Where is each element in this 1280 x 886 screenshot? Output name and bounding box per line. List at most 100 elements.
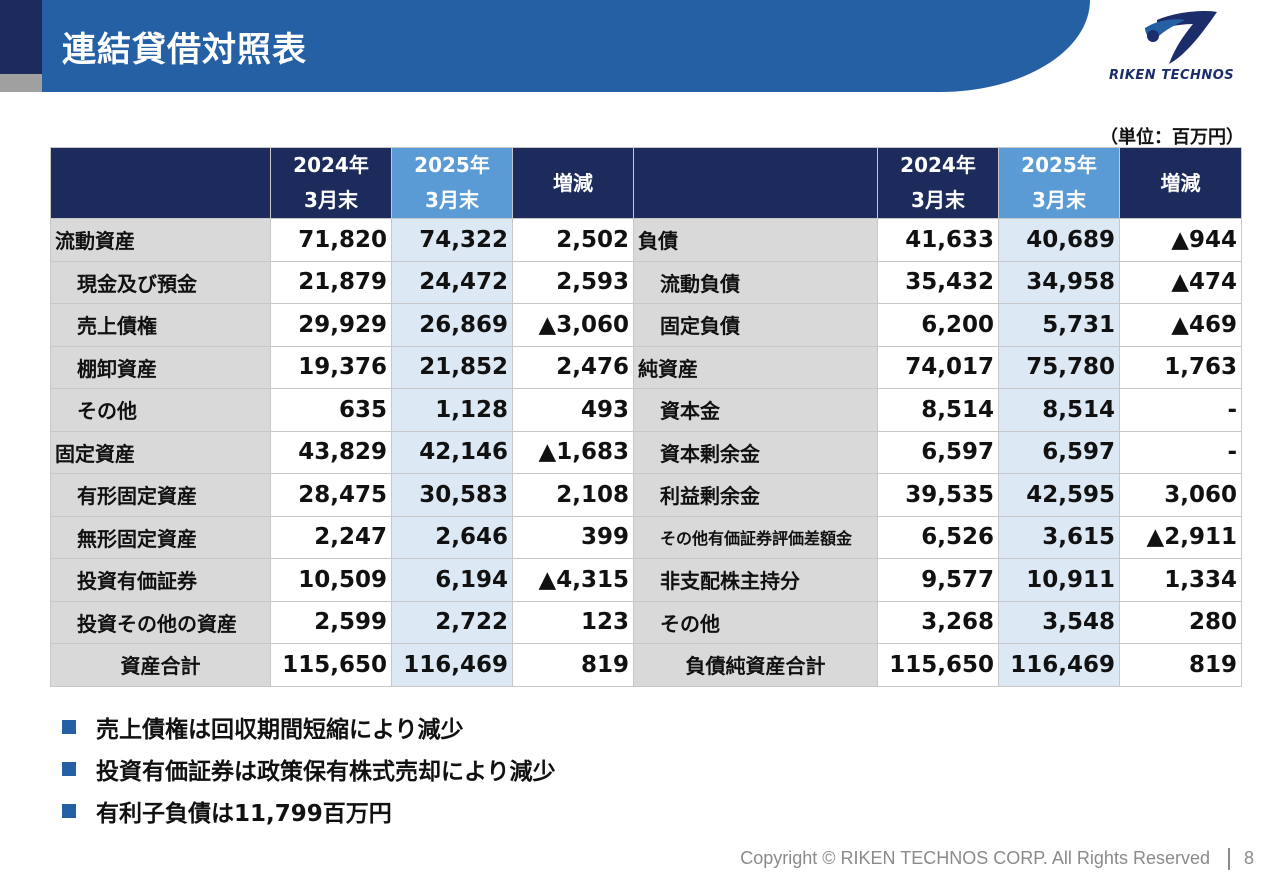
row-label: 投資有価証券 xyxy=(50,558,271,602)
row-label: 投資その他の資産 xyxy=(50,600,271,644)
cell-value: 30,583 xyxy=(391,473,513,517)
cell-value: 24,472 xyxy=(391,260,513,304)
table-row: 固定資産 43,829 42,146 ▲1,683 資本剰余金 6,597 6,… xyxy=(50,430,1242,474)
row-label: その他有価証券評価差額金 xyxy=(633,515,878,559)
cell-value: 2,599 xyxy=(270,600,392,644)
cell-change: ▲469 xyxy=(1119,303,1242,347)
cell-value: 74,017 xyxy=(877,345,999,389)
row-label: 資本剰余金 xyxy=(633,430,878,474)
header-gray-bar xyxy=(0,74,42,92)
row-label: 利益剰余金 xyxy=(633,473,878,517)
square-bullet-icon xyxy=(62,720,76,734)
cell-value: 42,595 xyxy=(998,473,1120,517)
cell-change: 123 xyxy=(512,600,634,644)
row-label: 現金及び預金 xyxy=(50,260,271,304)
row-label: 売上債権 xyxy=(50,303,271,347)
square-bullet-icon xyxy=(62,762,76,776)
cell-value: 26,869 xyxy=(391,303,513,347)
cell-value: 9,577 xyxy=(877,558,999,602)
bullet-item: 投資有価証券は政策保有株式売却により減少 xyxy=(62,748,556,790)
row-label: 非支配株主持分 xyxy=(633,558,878,602)
row-label: 資本金 xyxy=(633,388,878,432)
cell-value: 39,535 xyxy=(877,473,999,517)
header-banner xyxy=(42,0,1090,92)
cell-value: 40,689 xyxy=(998,218,1120,262)
cell-value: 6,597 xyxy=(998,430,1120,474)
cell-value: 116,469 xyxy=(998,643,1120,687)
table-row: 売上債権 29,929 26,869 ▲3,060 固定負債 6,200 5,7… xyxy=(50,303,1242,347)
header-blank-right xyxy=(633,147,878,219)
cell-change: 2,108 xyxy=(512,473,634,517)
cell-value: 43,829 xyxy=(270,430,392,474)
row-label: 負債 xyxy=(633,218,878,262)
cell-value: 8,514 xyxy=(998,388,1120,432)
cell-value: 115,650 xyxy=(270,643,392,687)
cell-change: - xyxy=(1119,430,1242,474)
table-row: 投資有価証券 10,509 6,194 ▲4,315 非支配株主持分 9,577… xyxy=(50,558,1242,602)
footer-divider xyxy=(1227,848,1230,871)
cell-change: - xyxy=(1119,388,1242,432)
cell-value: 75,780 xyxy=(998,345,1120,389)
cell-value: 35,432 xyxy=(877,260,999,304)
balance-sheet-table: 2024年 3月末 2025年 3月末 増減 2024年 3月末 2025年 3月末 増… xyxy=(50,147,1242,687)
cell-value: 6,597 xyxy=(877,430,999,474)
cell-value: 115,650 xyxy=(877,643,999,687)
cell-change: ▲1,683 xyxy=(512,430,634,474)
unit-label: （単位：百万円） xyxy=(1100,127,1244,148)
cell-value: 116,469 xyxy=(391,643,513,687)
cell-change: 2,476 xyxy=(512,345,634,389)
square-bullet-icon xyxy=(62,804,76,818)
table-row: 有形固定資産 28,475 30,583 2,108 利益剰余金 39,535 … xyxy=(50,473,1242,517)
cell-change: ▲3,060 xyxy=(512,303,634,347)
cell-value: 2,646 xyxy=(391,515,513,559)
row-label: 無形固定資産 xyxy=(50,515,271,559)
cell-value: 10,509 xyxy=(270,558,392,602)
table-row: 流動資産 71,820 74,322 2,502 負債 41,633 40,68… xyxy=(50,218,1242,262)
cell-change: 1,763 xyxy=(1119,345,1242,389)
table-header-row: 2024年 3月末 2025年 3月末 増減 2024年 3月末 2025年 3月末 増… xyxy=(50,147,1242,219)
cell-value: 10,911 xyxy=(998,558,1120,602)
header-prev-year-right: 2024年 3月末 xyxy=(877,147,999,219)
cell-value: 21,879 xyxy=(270,260,392,304)
cell-change: 493 xyxy=(512,388,634,432)
cell-value: 41,633 xyxy=(877,218,999,262)
total-label: 資産合計 xyxy=(50,643,271,687)
bullet-item: 売上債権は回収期間短縮により減少 xyxy=(62,706,556,748)
cell-change: 280 xyxy=(1119,600,1242,644)
cell-change: ▲944 xyxy=(1119,218,1242,262)
footer: Copyright © RIKEN TECHNOS CORP. All Righ… xyxy=(740,848,1254,871)
cell-change: 3,060 xyxy=(1119,473,1242,517)
logo-wordmark: RIKEN TECHNOS xyxy=(1109,68,1235,83)
cell-value: 8,514 xyxy=(877,388,999,432)
cell-value: 5,731 xyxy=(998,303,1120,347)
header-prev-year-left: 2024年 3月末 xyxy=(270,147,392,219)
row-label: 流動資産 xyxy=(50,218,271,262)
cell-change: 2,502 xyxy=(512,218,634,262)
page-number: 8 xyxy=(1243,848,1254,868)
table-row: その他 635 1,128 493 資本金 8,514 8,514 - xyxy=(50,388,1242,432)
row-label: 有形固定資産 xyxy=(50,473,271,517)
header-cur-year-right: 2025年 3月末 xyxy=(998,147,1120,219)
cell-change: ▲4,315 xyxy=(512,558,634,602)
cell-change: ▲474 xyxy=(1119,260,1242,304)
cell-value: 74,322 xyxy=(391,218,513,262)
cell-change: 2,593 xyxy=(512,260,634,304)
header-change-left: 増減 xyxy=(512,147,634,219)
total-label: 負債純資産合計 xyxy=(633,643,878,687)
cell-value: 3,548 xyxy=(998,600,1120,644)
cell-value: 6,194 xyxy=(391,558,513,602)
cell-value: 28,475 xyxy=(270,473,392,517)
row-label: 流動負債 xyxy=(633,260,878,304)
header-change-right: 増減 xyxy=(1119,147,1242,219)
header-cur-year-left: 2025年 3月末 xyxy=(391,147,513,219)
table-row: 現金及び預金 21,879 24,472 2,593 流動負債 35,432 3… xyxy=(50,260,1242,304)
table-row: 棚卸資産 19,376 21,852 2,476 純資産 74,017 75,7… xyxy=(50,345,1242,389)
bullet-item: 有利子負債は11,799百万円 xyxy=(62,790,556,832)
cell-value: 2,722 xyxy=(391,600,513,644)
cell-value: 42,146 xyxy=(391,430,513,474)
table-row: 投資その他の資産 2,599 2,722 123 その他 3,268 3,548… xyxy=(50,600,1242,644)
header-accent-block xyxy=(0,0,42,74)
cell-value: 34,958 xyxy=(998,260,1120,304)
row-label: その他 xyxy=(50,388,271,432)
row-label: 固定資産 xyxy=(50,430,271,474)
